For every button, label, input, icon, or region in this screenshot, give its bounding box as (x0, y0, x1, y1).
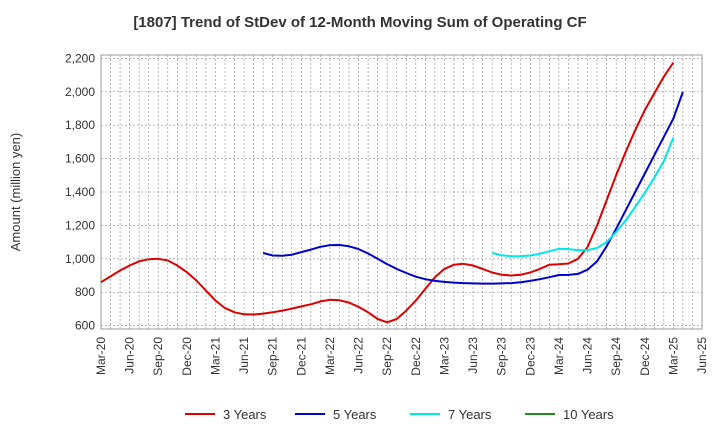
x-tick-label: Jun-22 (352, 337, 366, 374)
y-tick-label: 1,600 (65, 152, 95, 166)
y-axis-label: Amount (million yen) (8, 133, 23, 252)
x-tick-label: Mar-25 (666, 337, 680, 375)
x-tick-label: Sep-24 (609, 337, 623, 376)
x-tick-label: Sep-22 (380, 337, 394, 376)
x-tick-label: Mar-23 (437, 337, 451, 375)
x-tick-label: Jun-25 (695, 337, 709, 374)
x-tick-label: Mar-20 (94, 337, 108, 375)
y-tick-label: 2,200 (65, 51, 95, 65)
y-tick-label: 1,000 (65, 252, 95, 266)
y-tick-label: 1,800 (65, 118, 95, 132)
x-tick-label: Sep-20 (151, 337, 165, 376)
x-tick-label: Dec-20 (180, 337, 194, 376)
x-tick-label: Jun-23 (466, 337, 480, 374)
x-tick-label: Mar-22 (323, 337, 337, 375)
y-axis-ticks: 600 800 1,000 1,200 1,400 1,600 1,800 2,000 2,20… (65, 51, 95, 332)
plot-frame (100, 54, 703, 330)
series-layer (100, 61, 684, 324)
x-tick-label: Dec-21 (294, 337, 308, 376)
x-tick-label: Dec-22 (409, 337, 423, 376)
legend-label: 3 Years (223, 407, 267, 422)
x-tick-label: Sep-21 (266, 337, 280, 376)
y-tick-label: 600 (75, 319, 95, 333)
y-tick-label: 800 (75, 285, 95, 299)
series-line-3-years (100, 61, 675, 324)
legend-label: 10 Years (563, 407, 614, 422)
x-tick-label: Dec-24 (638, 337, 652, 376)
x-tick-label: Mar-21 (208, 337, 222, 375)
x-tick-label: Jun-20 (123, 337, 137, 374)
legend-label: 5 Years (333, 407, 377, 422)
y-tick-label: 1,200 (65, 218, 95, 232)
chart-title: [1807] Trend of StDev of 12-Month Moving… (133, 14, 586, 31)
x-tick-label: Jun-21 (237, 337, 251, 374)
legend-label: 7 Years (448, 407, 492, 422)
y-tick-label: 1,400 (65, 185, 95, 199)
x-tick-label: Dec-23 (523, 337, 537, 376)
x-tick-label: Sep-23 (495, 337, 509, 376)
x-axis-ticks: Mar-20 Jun-20 Sep-20 Dec-20 Mar-21 Jun-21 Sep-… (94, 337, 709, 376)
legend: 3 Years 5 Years 7 Years 10 Years (185, 407, 614, 422)
x-tick-label: Mar-24 (552, 337, 566, 375)
x-tick-label: Jun-24 (581, 337, 595, 374)
series-line-7-years (491, 137, 675, 258)
y-tick-label: 2,000 (65, 85, 95, 99)
grid-lines (100, 55, 703, 329)
